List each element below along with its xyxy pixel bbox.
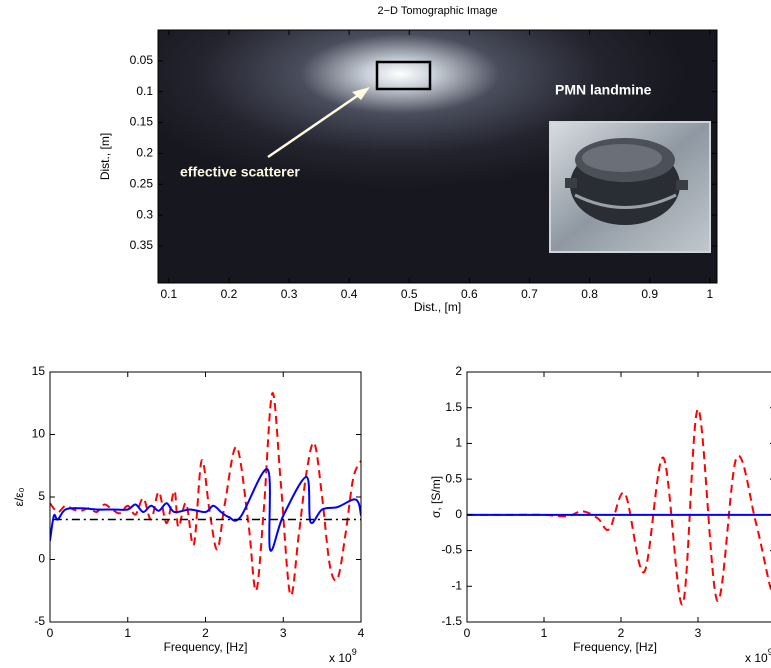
x-tick-label: 2 — [202, 626, 209, 640]
x-tick-label: 0.2 — [221, 287, 238, 301]
x-multiplier-exponent: 9 — [768, 647, 771, 657]
x-axis-label: Frequency, [Hz] — [573, 640, 657, 654]
y-tick-label: 0 — [38, 552, 45, 566]
annotation: effective scatterer — [180, 164, 300, 180]
series-group — [50, 392, 361, 597]
x-tick-label: 0.5 — [401, 287, 418, 301]
y-tick-label: 0.2 — [136, 146, 153, 160]
x-axis-label: Frequency, [Hz] — [164, 640, 248, 654]
x-tick-label: 0.6 — [461, 287, 478, 301]
line-series — [50, 392, 361, 597]
x-multiplier-exponent: 9 — [352, 647, 357, 657]
y-tick-label: 0.1 — [136, 84, 153, 98]
plot-area — [50, 372, 361, 622]
x-tick-label: 0.7 — [521, 287, 538, 301]
x-tick-label: 0.8 — [581, 287, 598, 301]
y-tick-label: 0.15 — [130, 115, 154, 129]
x-tick-label: 3 — [280, 626, 287, 640]
chart-title: 2−D Tomographic Image — [378, 5, 498, 17]
y-tick-label: 0 — [455, 507, 462, 521]
x-axis-label: Dist., [m] — [414, 300, 461, 314]
y-tick-label: 0.5 — [445, 471, 462, 485]
x-tick-label: 4 — [358, 626, 365, 640]
x-tick-label: 0.1 — [160, 287, 177, 301]
line-series — [467, 408, 771, 606]
y-tick-label: -1 — [451, 578, 462, 592]
y-tick-label: 0.3 — [136, 207, 153, 221]
x-tick-label: 3 — [695, 626, 702, 640]
series-group — [467, 408, 771, 606]
y-tick-label: 0.25 — [130, 176, 154, 190]
y-axis-label: ε/ε₀ — [12, 487, 26, 506]
x-tick-label: 0 — [47, 626, 54, 640]
y-axis-label: Dist., [m] — [98, 133, 112, 180]
y-tick-label: 5 — [38, 489, 45, 503]
y-tick-label: -5 — [34, 614, 45, 628]
arrow-shaft — [267, 92, 361, 159]
axes-frame — [466, 371, 771, 623]
x-multiplier: x 109 — [329, 647, 357, 665]
axes-frame — [157, 29, 718, 284]
x-tick-label: 0.4 — [341, 287, 358, 301]
scatterer-box — [375, 60, 432, 91]
x-multiplier-base: x 10 — [329, 651, 352, 665]
y-tick-label: 0.05 — [130, 53, 154, 67]
landmine-photo — [549, 121, 711, 253]
arrow-head — [352, 87, 370, 100]
x-tick-label: 0 — [464, 626, 471, 640]
y-tick-label: 15 — [32, 364, 46, 378]
y-tick-label: -1.5 — [441, 614, 462, 628]
y-tick-label: 10 — [32, 427, 46, 441]
y-tick-label: 0.35 — [130, 238, 154, 252]
x-tick-label: 1 — [706, 287, 713, 301]
x-tick-label: 1 — [541, 626, 548, 640]
axes-frame — [49, 371, 362, 623]
y-tick-label: 1.5 — [445, 400, 462, 414]
x-multiplier-base: x 10 — [745, 651, 768, 665]
x-tick-label: 0.3 — [281, 287, 298, 301]
annotation: PMN landmine — [555, 82, 652, 98]
y-axis-label: σ, [S/m] — [429, 476, 443, 518]
line-series — [50, 468, 361, 552]
x-tick-label: 0.9 — [641, 287, 658, 301]
y-tick-label: 1 — [455, 436, 462, 450]
x-tick-label: 1 — [124, 626, 131, 640]
x-multiplier: x 109 — [745, 647, 771, 665]
y-tick-label: 2 — [455, 364, 462, 378]
x-tick-label: 2 — [618, 626, 625, 640]
y-tick-label: -0.5 — [441, 543, 462, 557]
